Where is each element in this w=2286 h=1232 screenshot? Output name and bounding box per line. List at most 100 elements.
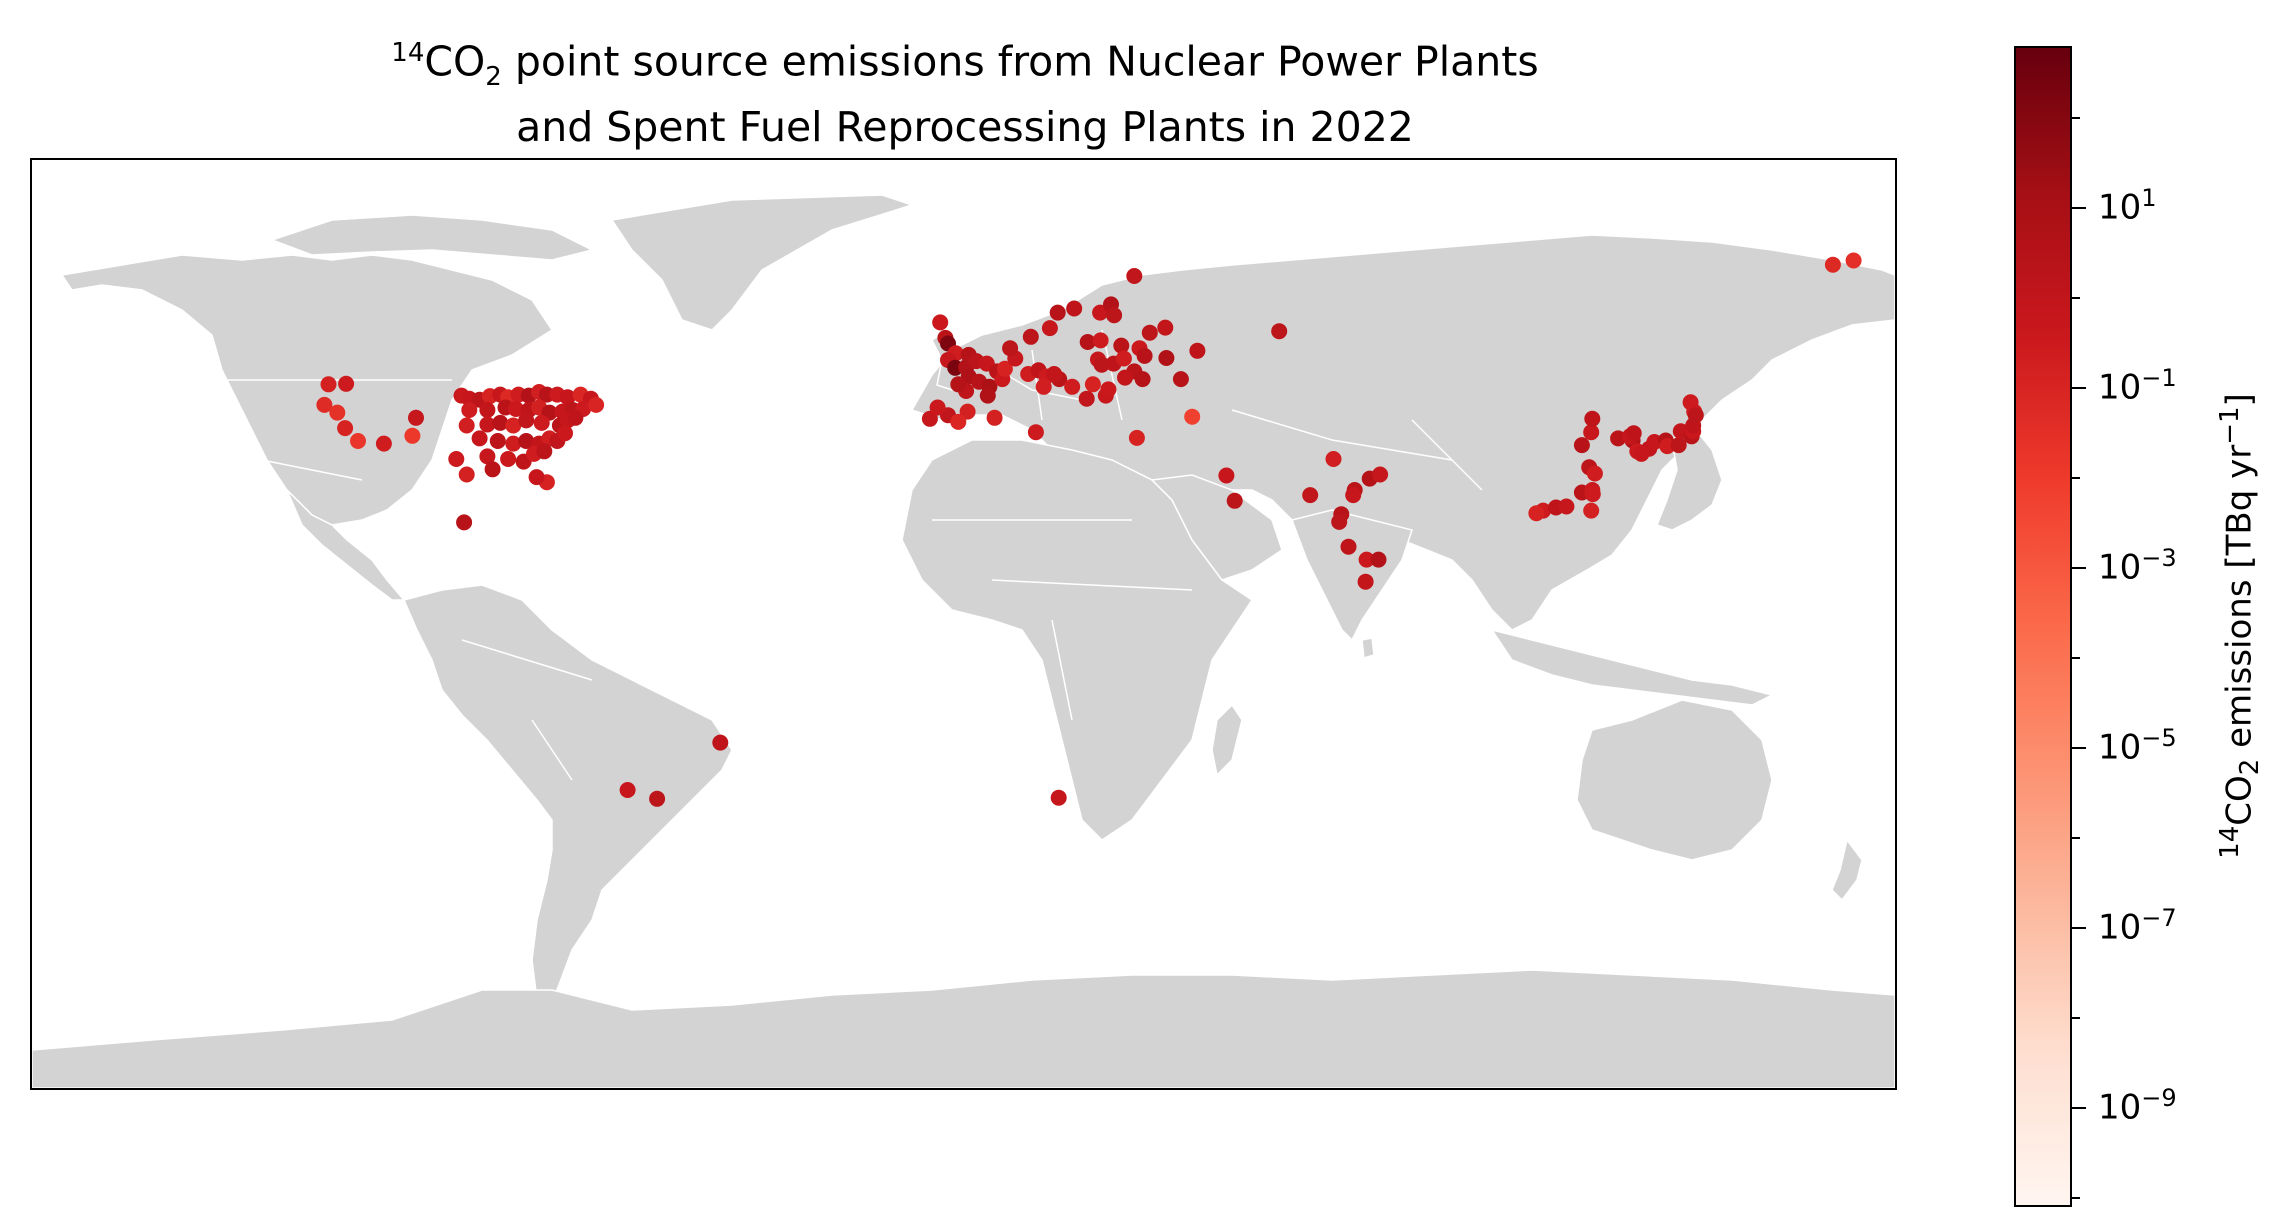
emission-point bbox=[1141, 324, 1158, 341]
emission-point bbox=[1064, 378, 1081, 395]
emission-point bbox=[1115, 350, 1132, 367]
colorbar-tick-label: 101 bbox=[2098, 184, 2157, 228]
border-africa-3 bbox=[1051, 619, 1073, 721]
emission-point bbox=[375, 435, 392, 452]
colorbar-tick-label: 10−1 bbox=[2098, 364, 2177, 408]
emission-point bbox=[959, 403, 976, 420]
emission-point bbox=[1331, 513, 1348, 530]
emission-point bbox=[456, 514, 473, 531]
colorbar bbox=[2014, 46, 2072, 1207]
emission-point bbox=[533, 414, 550, 431]
title-line-2: and Spent Fuel Reprocessing Plants in 20… bbox=[516, 102, 1414, 151]
emission-point bbox=[479, 402, 496, 418]
emission-point bbox=[950, 413, 967, 430]
emission-point bbox=[1218, 467, 1235, 484]
emission-point bbox=[588, 396, 605, 413]
emission-point bbox=[1372, 466, 1389, 483]
emission-point bbox=[1050, 789, 1067, 806]
colorbar-minor-tick bbox=[2072, 1197, 2080, 1199]
emission-point bbox=[536, 443, 553, 460]
border-us-mexico bbox=[261, 459, 363, 481]
land-japan bbox=[1656, 423, 1723, 531]
border-asia-1 bbox=[1231, 409, 1453, 461]
emission-points bbox=[316, 252, 1862, 807]
land-madagascar bbox=[1211, 703, 1243, 777]
emission-point bbox=[1583, 424, 1600, 441]
colorbar-tick-label: 10−3 bbox=[2098, 544, 2177, 588]
emission-point bbox=[1106, 307, 1123, 324]
emission-point bbox=[1340, 538, 1357, 555]
emission-point bbox=[500, 451, 517, 467]
emission-point bbox=[1066, 300, 1083, 317]
map-title: 14CO2 point source emissions from Nuclea… bbox=[30, 28, 1900, 152]
emission-point bbox=[559, 389, 576, 406]
emission-point bbox=[479, 416, 496, 433]
emission-point bbox=[408, 409, 424, 426]
emission-point bbox=[1022, 328, 1039, 345]
emission-point bbox=[1633, 445, 1650, 462]
emission-point bbox=[1584, 410, 1601, 427]
emission-point bbox=[1670, 437, 1687, 454]
emission-point bbox=[338, 375, 355, 392]
emission-point bbox=[1027, 424, 1044, 441]
land-greenland bbox=[610, 194, 915, 331]
colorbar-minor-tick bbox=[2072, 387, 2080, 389]
emission-point bbox=[1682, 394, 1699, 411]
colorbar-minor-tick bbox=[2072, 1107, 2080, 1109]
emission-point bbox=[929, 399, 946, 416]
emission-point bbox=[1134, 371, 1151, 388]
emission-point bbox=[528, 469, 545, 486]
emission-point bbox=[1226, 492, 1243, 509]
emission-point bbox=[1345, 487, 1362, 504]
emission-point bbox=[1357, 573, 1374, 590]
emission-point bbox=[1687, 407, 1704, 424]
colorbar-tick-label: 10−9 bbox=[2098, 1084, 2177, 1128]
map-area bbox=[30, 158, 1897, 1090]
emission-point bbox=[1370, 551, 1387, 568]
emission-point bbox=[404, 427, 421, 444]
world-map bbox=[32, 194, 1895, 1088]
emission-point bbox=[1035, 378, 1052, 395]
emission-point bbox=[458, 417, 475, 434]
emission-point bbox=[1271, 323, 1288, 340]
emission-point bbox=[1824, 256, 1841, 273]
emission-point bbox=[505, 435, 522, 452]
land-indonesia bbox=[1490, 628, 1775, 706]
colorbar-tick-label: 10−5 bbox=[2098, 724, 2177, 768]
emission-point bbox=[1126, 268, 1143, 284]
emission-point bbox=[996, 360, 1013, 377]
emission-point bbox=[492, 414, 509, 431]
emission-point bbox=[921, 410, 938, 427]
emission-point bbox=[567, 409, 584, 426]
colorbar-minor-tick bbox=[2072, 837, 2080, 839]
emission-point bbox=[518, 433, 535, 449]
emission-point bbox=[350, 433, 366, 449]
colorbar-minor-tick bbox=[2072, 477, 2080, 479]
emission-point bbox=[471, 430, 488, 447]
land-antarctica bbox=[32, 969, 1895, 1088]
emission-point bbox=[1558, 498, 1575, 515]
emission-point bbox=[518, 412, 535, 429]
colorbar-minor-tick bbox=[2072, 297, 2080, 299]
emission-point bbox=[932, 314, 949, 331]
emission-point bbox=[329, 404, 346, 421]
emission-point bbox=[1586, 465, 1603, 482]
emission-point bbox=[1117, 369, 1133, 386]
colorbar-minor-tick bbox=[2072, 117, 2080, 119]
emission-point bbox=[1128, 429, 1145, 446]
emission-point bbox=[619, 782, 636, 798]
colorbar-minor-tick bbox=[2072, 567, 2080, 569]
title-line-1: 14CO2 point source emissions from Nuclea… bbox=[391, 37, 1539, 92]
colorbar-gradient bbox=[2016, 48, 2070, 1205]
land-india bbox=[1291, 509, 1413, 642]
colorbar-minor-tick bbox=[2072, 927, 2080, 929]
emission-point bbox=[1136, 347, 1153, 364]
emission-point bbox=[1302, 487, 1319, 504]
colorbar-minor-tick bbox=[2072, 657, 2080, 659]
emission-point bbox=[507, 401, 524, 417]
emission-point bbox=[1573, 437, 1590, 454]
emission-point bbox=[649, 790, 666, 807]
emission-point bbox=[1093, 356, 1110, 373]
emission-point bbox=[489, 433, 506, 449]
emission-point bbox=[1845, 252, 1862, 269]
